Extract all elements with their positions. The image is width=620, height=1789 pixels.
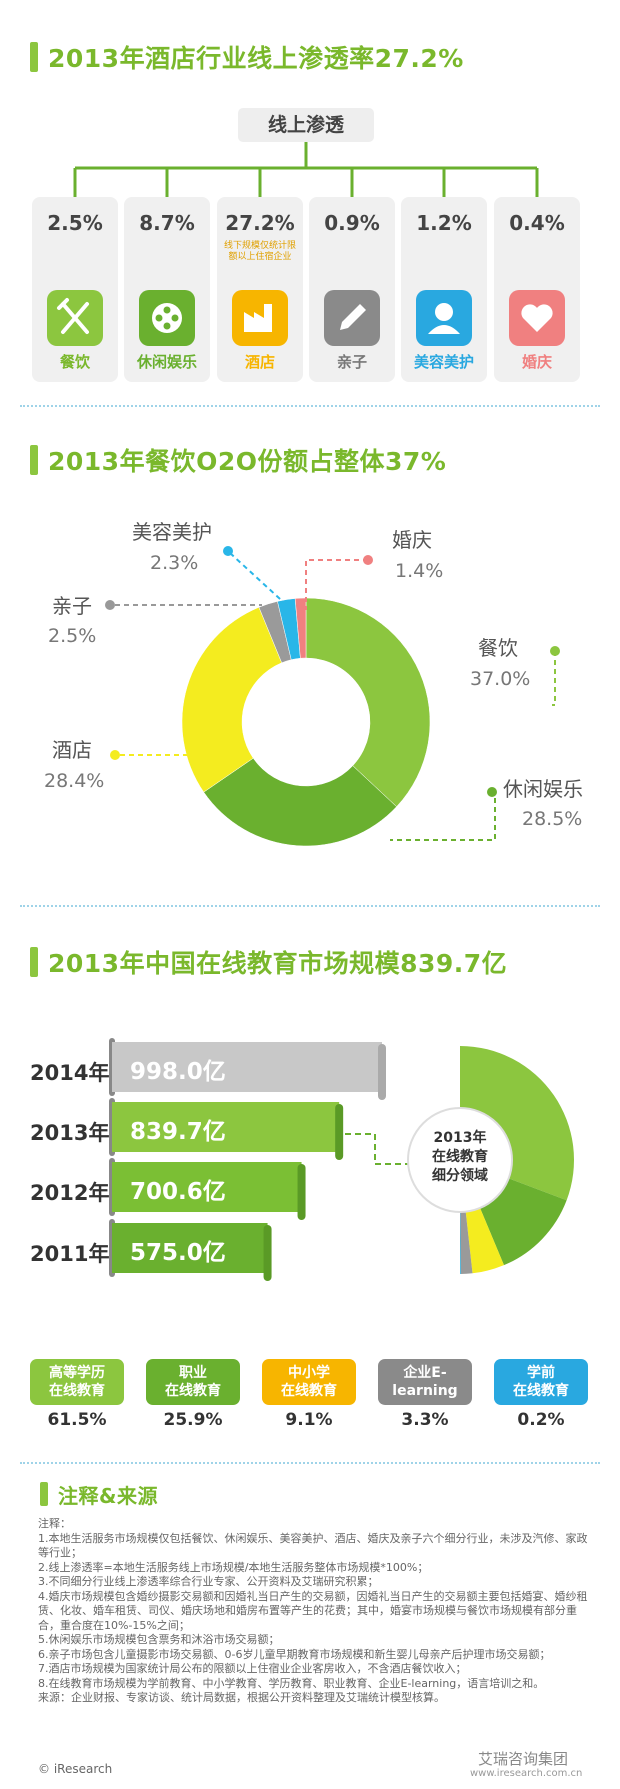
footer-copyright: © iResearch bbox=[38, 1762, 113, 1776]
card-label: 酒店 bbox=[244, 353, 275, 371]
footer-brand: 艾瑞咨询集团 bbox=[478, 1750, 569, 1768]
film-reel-icon bbox=[139, 290, 195, 346]
donut-slice bbox=[305, 597, 431, 808]
section2-title: 2013年餐饮O2O份额占整体37% bbox=[30, 443, 446, 477]
segment-pct: 61.5% bbox=[47, 1410, 107, 1430]
edu-segment-slice bbox=[460, 1046, 574, 1201]
edu-segment-slice bbox=[479, 1177, 567, 1266]
card-dining: 2.5% 餐饮 bbox=[32, 197, 118, 382]
card-label: 休闲娱乐 bbox=[136, 353, 197, 371]
label-dining: 餐饮 bbox=[478, 636, 518, 660]
card-leisure: 8.7% 休闲娱乐 bbox=[124, 197, 210, 382]
value-dining: 37.0% bbox=[470, 668, 531, 690]
dining-share-donut bbox=[105, 546, 560, 847]
donut-slice bbox=[181, 606, 283, 793]
hotel-note: 线下规模仅统计限额以上住宿企业 bbox=[223, 241, 296, 262]
notes-title: 注释&来源 bbox=[40, 1477, 158, 1511]
label-wedding: 婚庆 bbox=[392, 528, 432, 552]
value-parenting: 2.5% bbox=[48, 625, 97, 647]
edu-segment-slice bbox=[460, 1209, 473, 1274]
bar-curl-right bbox=[378, 1044, 386, 1100]
edu-center-circle bbox=[407, 1107, 513, 1213]
segment-pct: 3.3% bbox=[401, 1410, 449, 1430]
leader-wedding bbox=[305, 559, 368, 610]
year-2012: 2012年 bbox=[30, 1181, 110, 1205]
edu-bar bbox=[112, 1042, 382, 1092]
segment-higher-edu: 高等学历 在线教育 bbox=[30, 1359, 124, 1405]
label-hotel: 酒店 bbox=[52, 738, 92, 762]
heart-icon bbox=[509, 290, 565, 346]
section3-title: 2013年中国在线教育市场规模839.7亿 bbox=[30, 945, 507, 979]
year-2011: 2011年 bbox=[30, 1242, 110, 1266]
year-2013: 2013年 bbox=[30, 1121, 110, 1145]
card-wedding: 0.4% 婚庆 bbox=[494, 197, 580, 382]
segment-pct: 0.2% bbox=[517, 1410, 565, 1430]
edu-bar bbox=[112, 1102, 340, 1152]
person-icon bbox=[416, 290, 472, 346]
value-beauty: 2.3% bbox=[150, 552, 199, 574]
year-2014: 2014年 bbox=[30, 1061, 110, 1085]
pencil-icon bbox=[324, 290, 380, 346]
value-2013: 839.7亿 bbox=[130, 1119, 226, 1145]
divider bbox=[20, 1462, 600, 1464]
edu-bar bbox=[112, 1162, 302, 1212]
card-value: 1.2% bbox=[416, 211, 472, 235]
edu-segment-slice bbox=[460, 1209, 461, 1274]
edu-bar bbox=[112, 1223, 268, 1273]
divider bbox=[20, 905, 600, 907]
fork-knife-icon bbox=[47, 290, 103, 346]
value-leisure: 28.5% bbox=[522, 808, 583, 830]
label-beauty: 美容美护 bbox=[132, 520, 212, 544]
label-leisure: 休闲娱乐 bbox=[503, 777, 583, 801]
card-value: 0.9% bbox=[324, 211, 380, 235]
card-hotel: 27.2% 线下规模仅统计限额以上住宿企业 酒店 bbox=[217, 197, 303, 382]
notes-body: 注释： 1.本地生活服务市场规模仅包括餐饮、休闲娱乐、美容美护、酒店、婚庆及亲子… bbox=[38, 1517, 588, 1704]
bar-curl-right bbox=[263, 1225, 272, 1281]
value-2011: 575.0亿 bbox=[130, 1240, 226, 1266]
card-value: 0.4% bbox=[509, 211, 565, 235]
card-value: 8.7% bbox=[139, 211, 195, 235]
card-value: 27.2% bbox=[225, 211, 295, 235]
card-label: 婚庆 bbox=[521, 353, 552, 371]
edu-segment-slice bbox=[465, 1206, 504, 1274]
factory-icon bbox=[232, 290, 288, 346]
edu-market-chart bbox=[109, 1038, 574, 1281]
edu-center-label: 2013年 在线教育 细分领域 bbox=[432, 1130, 488, 1184]
card-label: 餐饮 bbox=[59, 353, 90, 371]
divider bbox=[20, 405, 600, 407]
value-wedding: 1.4% bbox=[395, 560, 444, 582]
segment-pct: 25.9% bbox=[163, 1410, 223, 1430]
value-2014: 998.0亿 bbox=[130, 1059, 226, 1085]
segment-preschool: 学前 在线教育 bbox=[494, 1359, 588, 1405]
segment-k12: 中小学 在线教育 bbox=[262, 1359, 356, 1405]
bar-curl-right bbox=[297, 1164, 306, 1220]
card-label: 亲子 bbox=[336, 353, 367, 371]
section1-title: 2013年酒店行业线上渗透率27.2% bbox=[30, 40, 464, 74]
card-value: 2.5% bbox=[47, 211, 103, 235]
card-label: 美容美护 bbox=[413, 353, 474, 371]
segment-pct: 9.1% bbox=[285, 1410, 333, 1430]
segment-vocational: 职业 在线教育 bbox=[146, 1359, 240, 1405]
penetration-header: 线上渗透 bbox=[238, 108, 374, 142]
footer-url: www.iresearch.com.cn bbox=[470, 1768, 583, 1779]
value-hotel: 28.4% bbox=[44, 770, 105, 792]
leader-2013 bbox=[345, 1133, 410, 1165]
donut-slice bbox=[294, 597, 307, 659]
leader-dining bbox=[552, 651, 556, 706]
card-parenting: 0.9% 亲子 bbox=[309, 197, 395, 382]
label-parenting: 亲子 bbox=[52, 594, 92, 618]
segment-elearning: 企业E-learning bbox=[378, 1359, 472, 1405]
bar-curl-right bbox=[335, 1104, 344, 1160]
card-beauty: 1.2% 美容美护 bbox=[401, 197, 487, 382]
tree-connector bbox=[73, 142, 539, 197]
value-2012: 700.6亿 bbox=[130, 1179, 226, 1205]
donut-slice bbox=[203, 757, 397, 847]
